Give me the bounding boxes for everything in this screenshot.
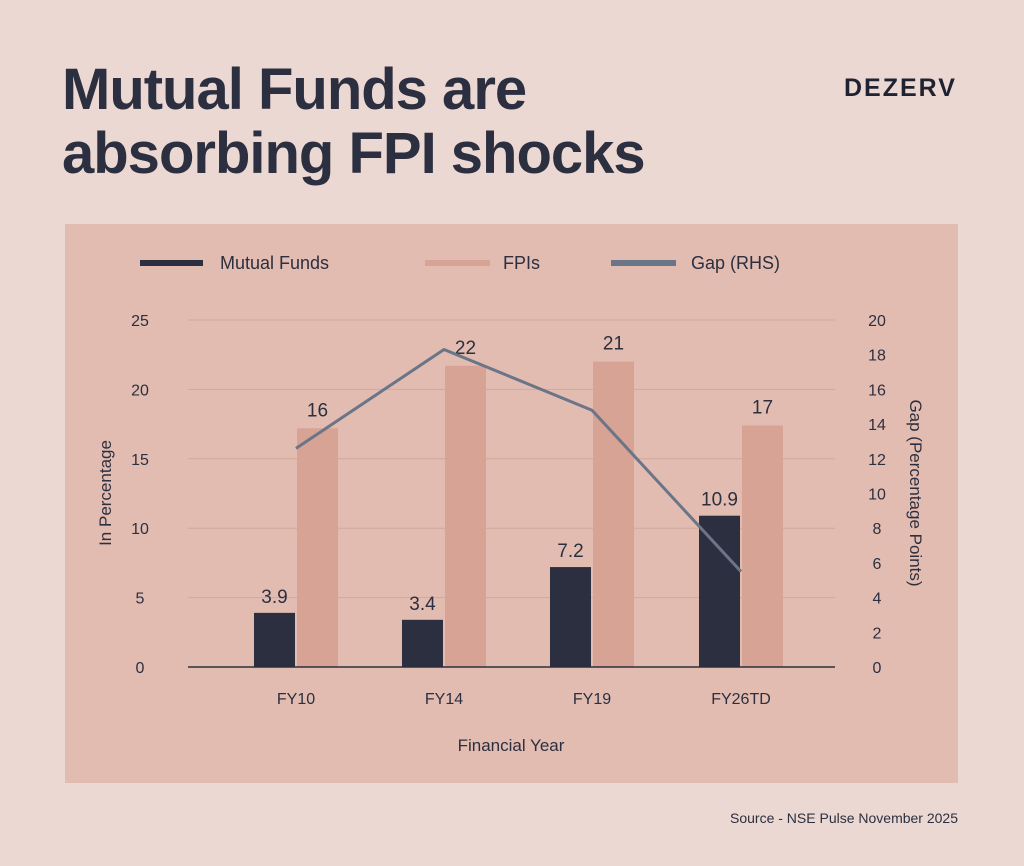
legend-label-fpis: FPIs — [503, 253, 540, 273]
y-tick-label: 25 — [131, 313, 149, 330]
y-tick-label: 0 — [136, 660, 145, 677]
y-tick-label: 5 — [136, 591, 145, 608]
bar-fpis — [445, 365, 486, 667]
y2-tick-label: 8 — [873, 521, 882, 538]
y-tick-label: 10 — [131, 521, 149, 538]
data-label-fpis: 16 — [307, 400, 328, 421]
data-label-fpis: 17 — [752, 397, 773, 418]
data-label-mutual-funds: 7.2 — [557, 541, 583, 562]
bar-mutual-funds — [699, 515, 740, 667]
y2-tick-label: 6 — [873, 556, 882, 573]
legend-label-gap: Gap (RHS) — [691, 253, 780, 273]
y2-axis-title: Gap (Percentage Points) — [906, 399, 925, 586]
y2-tick-label: 2 — [873, 625, 882, 642]
y-axis-title: In Percentage — [96, 440, 115, 546]
bar-mutual-funds — [550, 567, 591, 667]
data-label-mutual-funds: 3.4 — [409, 594, 436, 615]
x-tick-label: FY26TD — [711, 691, 771, 708]
data-label-mutual-funds: 10.9 — [701, 490, 738, 511]
y2-tick-label: 16 — [868, 382, 886, 399]
y2-tick-label: 0 — [873, 660, 882, 677]
y2-tick-label: 10 — [868, 487, 886, 504]
chart: 0 5 10 15 20 25 0 2 4 6 8 10 12 14 16 18 20 3.9 16 FY10 3.4 2… — [96, 253, 925, 755]
y2-tick-label: 12 — [868, 452, 886, 469]
chart-panel: 0 5 10 15 20 25 0 2 4 6 8 10 12 14 16 18 20 3.9 16 FY10 3.4 2… — [65, 224, 958, 783]
y2-tick-label: 18 — [868, 348, 886, 365]
y2-tick-label: 4 — [873, 591, 882, 608]
y-tick-label: 20 — [131, 382, 149, 399]
bar-fpis — [297, 428, 338, 667]
bar-mutual-funds — [402, 619, 443, 667]
page-title: Mutual Funds are absorbing FPI shocks — [62, 58, 762, 186]
title-line-1: Mutual Funds are — [62, 57, 527, 122]
bar-fpis — [742, 425, 783, 667]
x-tick-label: FY14 — [425, 691, 463, 708]
x-tick-label: FY10 — [277, 691, 315, 708]
data-label-fpis: 22 — [455, 338, 476, 359]
brand-logo: DEZERV — [844, 74, 957, 102]
source-note: Source - NSE Pulse November 2025 — [730, 810, 958, 826]
x-axis-title: Financial Year — [458, 736, 565, 755]
bar-fpis — [593, 361, 634, 667]
title-line-2: absorbing FPI shocks — [62, 121, 646, 186]
legend-label-mutual-funds: Mutual Funds — [220, 253, 329, 273]
bar-mutual-funds — [254, 612, 295, 667]
x-tick-label: FY19 — [573, 691, 611, 708]
gap-line — [295, 347, 743, 573]
y-tick-label: 15 — [131, 452, 149, 469]
data-label-mutual-funds: 3.9 — [261, 587, 287, 608]
y2-tick-label: 20 — [868, 313, 886, 330]
data-label-fpis: 21 — [603, 334, 624, 355]
y2-tick-label: 14 — [868, 417, 886, 434]
